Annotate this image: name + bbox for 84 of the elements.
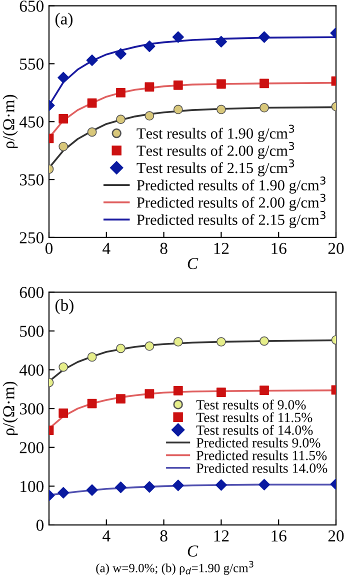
point [258, 31, 270, 43]
point [116, 344, 126, 354]
x-tick-label: 20 [328, 242, 344, 254]
point [258, 478, 270, 490]
point [260, 78, 269, 88]
y-tick-label: 650 [20, 0, 44, 12]
y-tick-label: 350 [20, 174, 44, 186]
point [58, 362, 68, 372]
y-tick-label: 600 [20, 286, 44, 298]
legend-label: Predicted results of 1.90 g/cm$^{3}$ [136, 176, 326, 194]
x-axis-title: C [188, 545, 198, 557]
legend-label: Predicted results of 2.15 g/cm$^{3}$ [136, 211, 326, 228]
point [215, 36, 227, 48]
y-tick-label: 300 [20, 403, 44, 415]
point [58, 408, 68, 418]
x-tick-label: 20 [328, 530, 344, 542]
point [144, 389, 154, 399]
x-tick-label: 0 [45, 242, 53, 254]
point [116, 394, 126, 404]
legend-label: Predicted results 9.0% [196, 438, 320, 448]
point [58, 114, 68, 124]
y-tick-label: 0 [36, 520, 44, 531]
y-tick-label: 550 [20, 58, 44, 70]
point [86, 54, 98, 66]
point [116, 114, 126, 124]
chart-title: (a) [55, 12, 73, 28]
y-tick-label: 400 [19, 364, 44, 376]
point [172, 31, 184, 43]
legend-label: Test results of 2.15 g/cm$^{3}$ [136, 159, 294, 176]
y-tick-label: 250 [20, 232, 44, 244]
point [216, 337, 226, 347]
point [114, 482, 127, 494]
x-tick-label: 12 [214, 530, 229, 542]
point [87, 398, 97, 408]
x-tick-label: 4 [102, 242, 110, 254]
point [58, 142, 68, 152]
point [114, 48, 127, 60]
legend-label: Test results of 11.5% [196, 412, 312, 422]
point [260, 103, 269, 112]
point [144, 341, 154, 351]
point [144, 40, 156, 52]
x-tick-label: 4 [102, 530, 110, 542]
point [260, 386, 269, 396]
x-tick-label: 16 [272, 242, 286, 254]
legend-label: Predicted results of 2.00 g/cm$^{3}$ [136, 194, 326, 211]
legend-label: Test results of 9.0% [196, 400, 306, 410]
point [260, 336, 269, 346]
legend-label: Predicted results 14.0% [196, 463, 328, 473]
x-tick-label: 12 [214, 242, 229, 254]
x-tick-label: 8 [160, 242, 168, 254]
point [216, 104, 226, 114]
x-tick-label: 16 [272, 530, 286, 542]
y-axis-title: ρ/(Ω·m) [2, 382, 18, 435]
y-tick-label: 450 [19, 116, 44, 128]
point [144, 481, 156, 493]
point [173, 386, 183, 396]
legend-label: Test results of 14.0% [196, 424, 313, 435]
point [58, 72, 70, 84]
text: (a) w=9.0%; (b) ρ$_{d}$=1.90 g/cm$^{3}$ [96, 560, 254, 575]
point [172, 480, 184, 492]
point [215, 479, 227, 491]
point [173, 104, 183, 114]
point [216, 79, 226, 89]
point [144, 82, 154, 92]
point [87, 127, 97, 137]
chart-title: (b) [55, 299, 74, 314]
point [58, 486, 70, 499]
legend-label: Predicted results 11.5% [196, 450, 327, 460]
point [87, 98, 97, 108]
point [116, 88, 126, 98]
point [173, 337, 183, 347]
y-axis-title: ρ/(Ω·m) [2, 94, 18, 148]
y-tick-label: 200 [20, 442, 44, 454]
point [173, 80, 183, 90]
y-tick-label: 100 [20, 480, 44, 492]
x-axis-title: C [188, 258, 198, 270]
legend-label: Test results of 1.90 g/cm$^{3}$ [136, 124, 294, 142]
point [144, 111, 154, 121]
legend-label: Test results of 2.00 g/cm$^{3}$ [136, 142, 294, 160]
point [216, 388, 226, 397]
y-tick-label: 500 [20, 326, 44, 337]
point [86, 484, 98, 496]
point [87, 352, 97, 362]
x-tick-label: 8 [160, 530, 168, 542]
